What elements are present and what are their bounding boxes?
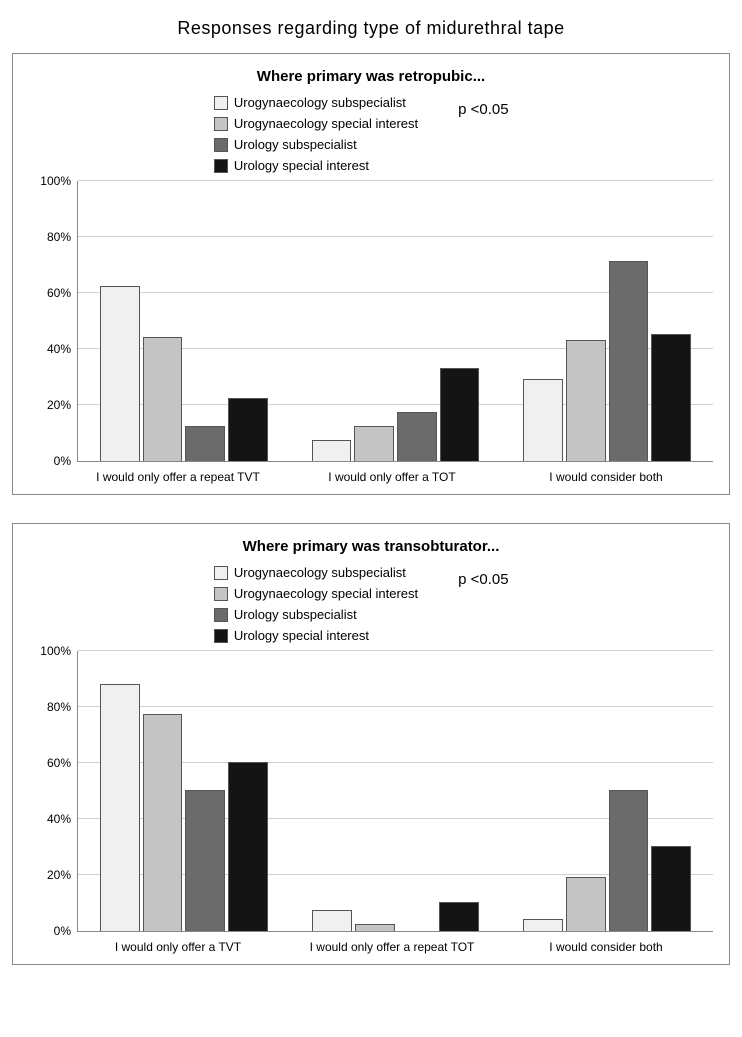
bar — [312, 440, 352, 461]
bar — [397, 412, 437, 461]
legend-item: Urology special interest — [214, 628, 418, 643]
bar — [312, 910, 352, 931]
bar — [609, 261, 649, 461]
legend-swatch — [214, 629, 228, 643]
bar — [228, 398, 268, 461]
plot — [77, 181, 713, 462]
panels-container: Where primary was retropubic... Urogynaec… — [12, 53, 730, 965]
y-axis: 100%80%60%40%20%0% — [29, 181, 77, 461]
bar — [566, 877, 606, 931]
chart-area: 100%80%60%40%20%0% — [29, 651, 713, 932]
bar — [440, 368, 480, 461]
bar — [355, 924, 395, 931]
bar-groups — [78, 181, 713, 461]
bar — [228, 762, 268, 931]
bar — [651, 334, 691, 461]
bar — [651, 846, 691, 931]
bar — [143, 714, 183, 931]
chart-area: 100%80%60%40%20%0% — [29, 181, 713, 462]
x-tick-label: I would consider both — [499, 932, 713, 954]
legend: Urogynaecology subspecialist Urogynaecolo… — [214, 565, 418, 643]
chart-panel: Where primary was retropubic... Urogynaec… — [12, 53, 730, 495]
legend-item: Urogynaecology subspecialist — [214, 95, 418, 110]
panel-title: Where primary was retropubic... — [29, 68, 713, 85]
legend-item: Urogynaecology special interest — [214, 586, 418, 601]
x-tick-label: I would only offer a repeat TVT — [71, 462, 285, 484]
bar — [609, 790, 649, 931]
bar — [523, 379, 563, 461]
panel-title: Where primary was transobturator... — [29, 538, 713, 555]
x-axis: I would only offer a TVTI would only off… — [71, 932, 713, 954]
legend-item: Urology subspecialist — [214, 607, 418, 622]
x-tick-label: I would only offer a repeat TOT — [285, 932, 499, 954]
legend-swatch — [214, 117, 228, 131]
legend: Urogynaecology subspecialist Urogynaecolo… — [214, 95, 418, 173]
bar — [143, 337, 183, 461]
bar — [523, 919, 563, 931]
legend-item: Urology special interest — [214, 158, 418, 173]
chart-panel: Where primary was transobturator... Urogy… — [12, 523, 730, 965]
plot — [77, 651, 713, 932]
bar-group — [78, 181, 290, 461]
bar-group — [501, 181, 713, 461]
bar-groups — [78, 651, 713, 931]
bar — [100, 286, 140, 461]
legend-label: Urology special interest — [234, 158, 369, 173]
legend-label: Urogynaecology special interest — [234, 586, 418, 601]
legend-swatch — [214, 138, 228, 152]
x-tick-label: I would consider both — [499, 462, 713, 484]
p-value: p <0.05 — [458, 571, 528, 588]
legend-item: Urogynaecology special interest — [214, 116, 418, 131]
y-axis: 100%80%60%40%20%0% — [29, 651, 77, 931]
x-tick-label: I would only offer a TOT — [285, 462, 499, 484]
bar-group — [290, 181, 502, 461]
bar — [566, 340, 606, 461]
bar — [439, 902, 479, 931]
bar — [185, 790, 225, 931]
legend-swatch — [214, 587, 228, 601]
x-axis: I would only offer a repeat TVTI would o… — [71, 462, 713, 484]
bar-group — [290, 651, 502, 931]
legend-label: Urology subspecialist — [234, 607, 357, 622]
legend-item: Urology subspecialist — [214, 137, 418, 152]
legend-label: Urology subspecialist — [234, 137, 357, 152]
p-value: p <0.05 — [458, 101, 528, 118]
bar-group — [78, 651, 290, 931]
bar — [100, 684, 140, 931]
legend-swatch — [214, 566, 228, 580]
legend-label: Urogynaecology subspecialist — [234, 95, 406, 110]
bar — [354, 426, 394, 461]
bar-group — [501, 651, 713, 931]
main-title: Responses regarding type of midurethral … — [12, 18, 730, 39]
legend-row-container: Urogynaecology subspecialist Urogynaecolo… — [29, 95, 713, 173]
legend-label: Urogynaecology subspecialist — [234, 565, 406, 580]
legend-swatch — [214, 608, 228, 622]
x-tick-label: I would only offer a TVT — [71, 932, 285, 954]
legend-swatch — [214, 159, 228, 173]
legend-label: Urology special interest — [234, 628, 369, 643]
legend-label: Urogynaecology special interest — [234, 116, 418, 131]
legend-swatch — [214, 96, 228, 110]
legend-item: Urogynaecology subspecialist — [214, 565, 418, 580]
legend-row-container: Urogynaecology subspecialist Urogynaecolo… — [29, 565, 713, 643]
bar — [185, 426, 225, 461]
